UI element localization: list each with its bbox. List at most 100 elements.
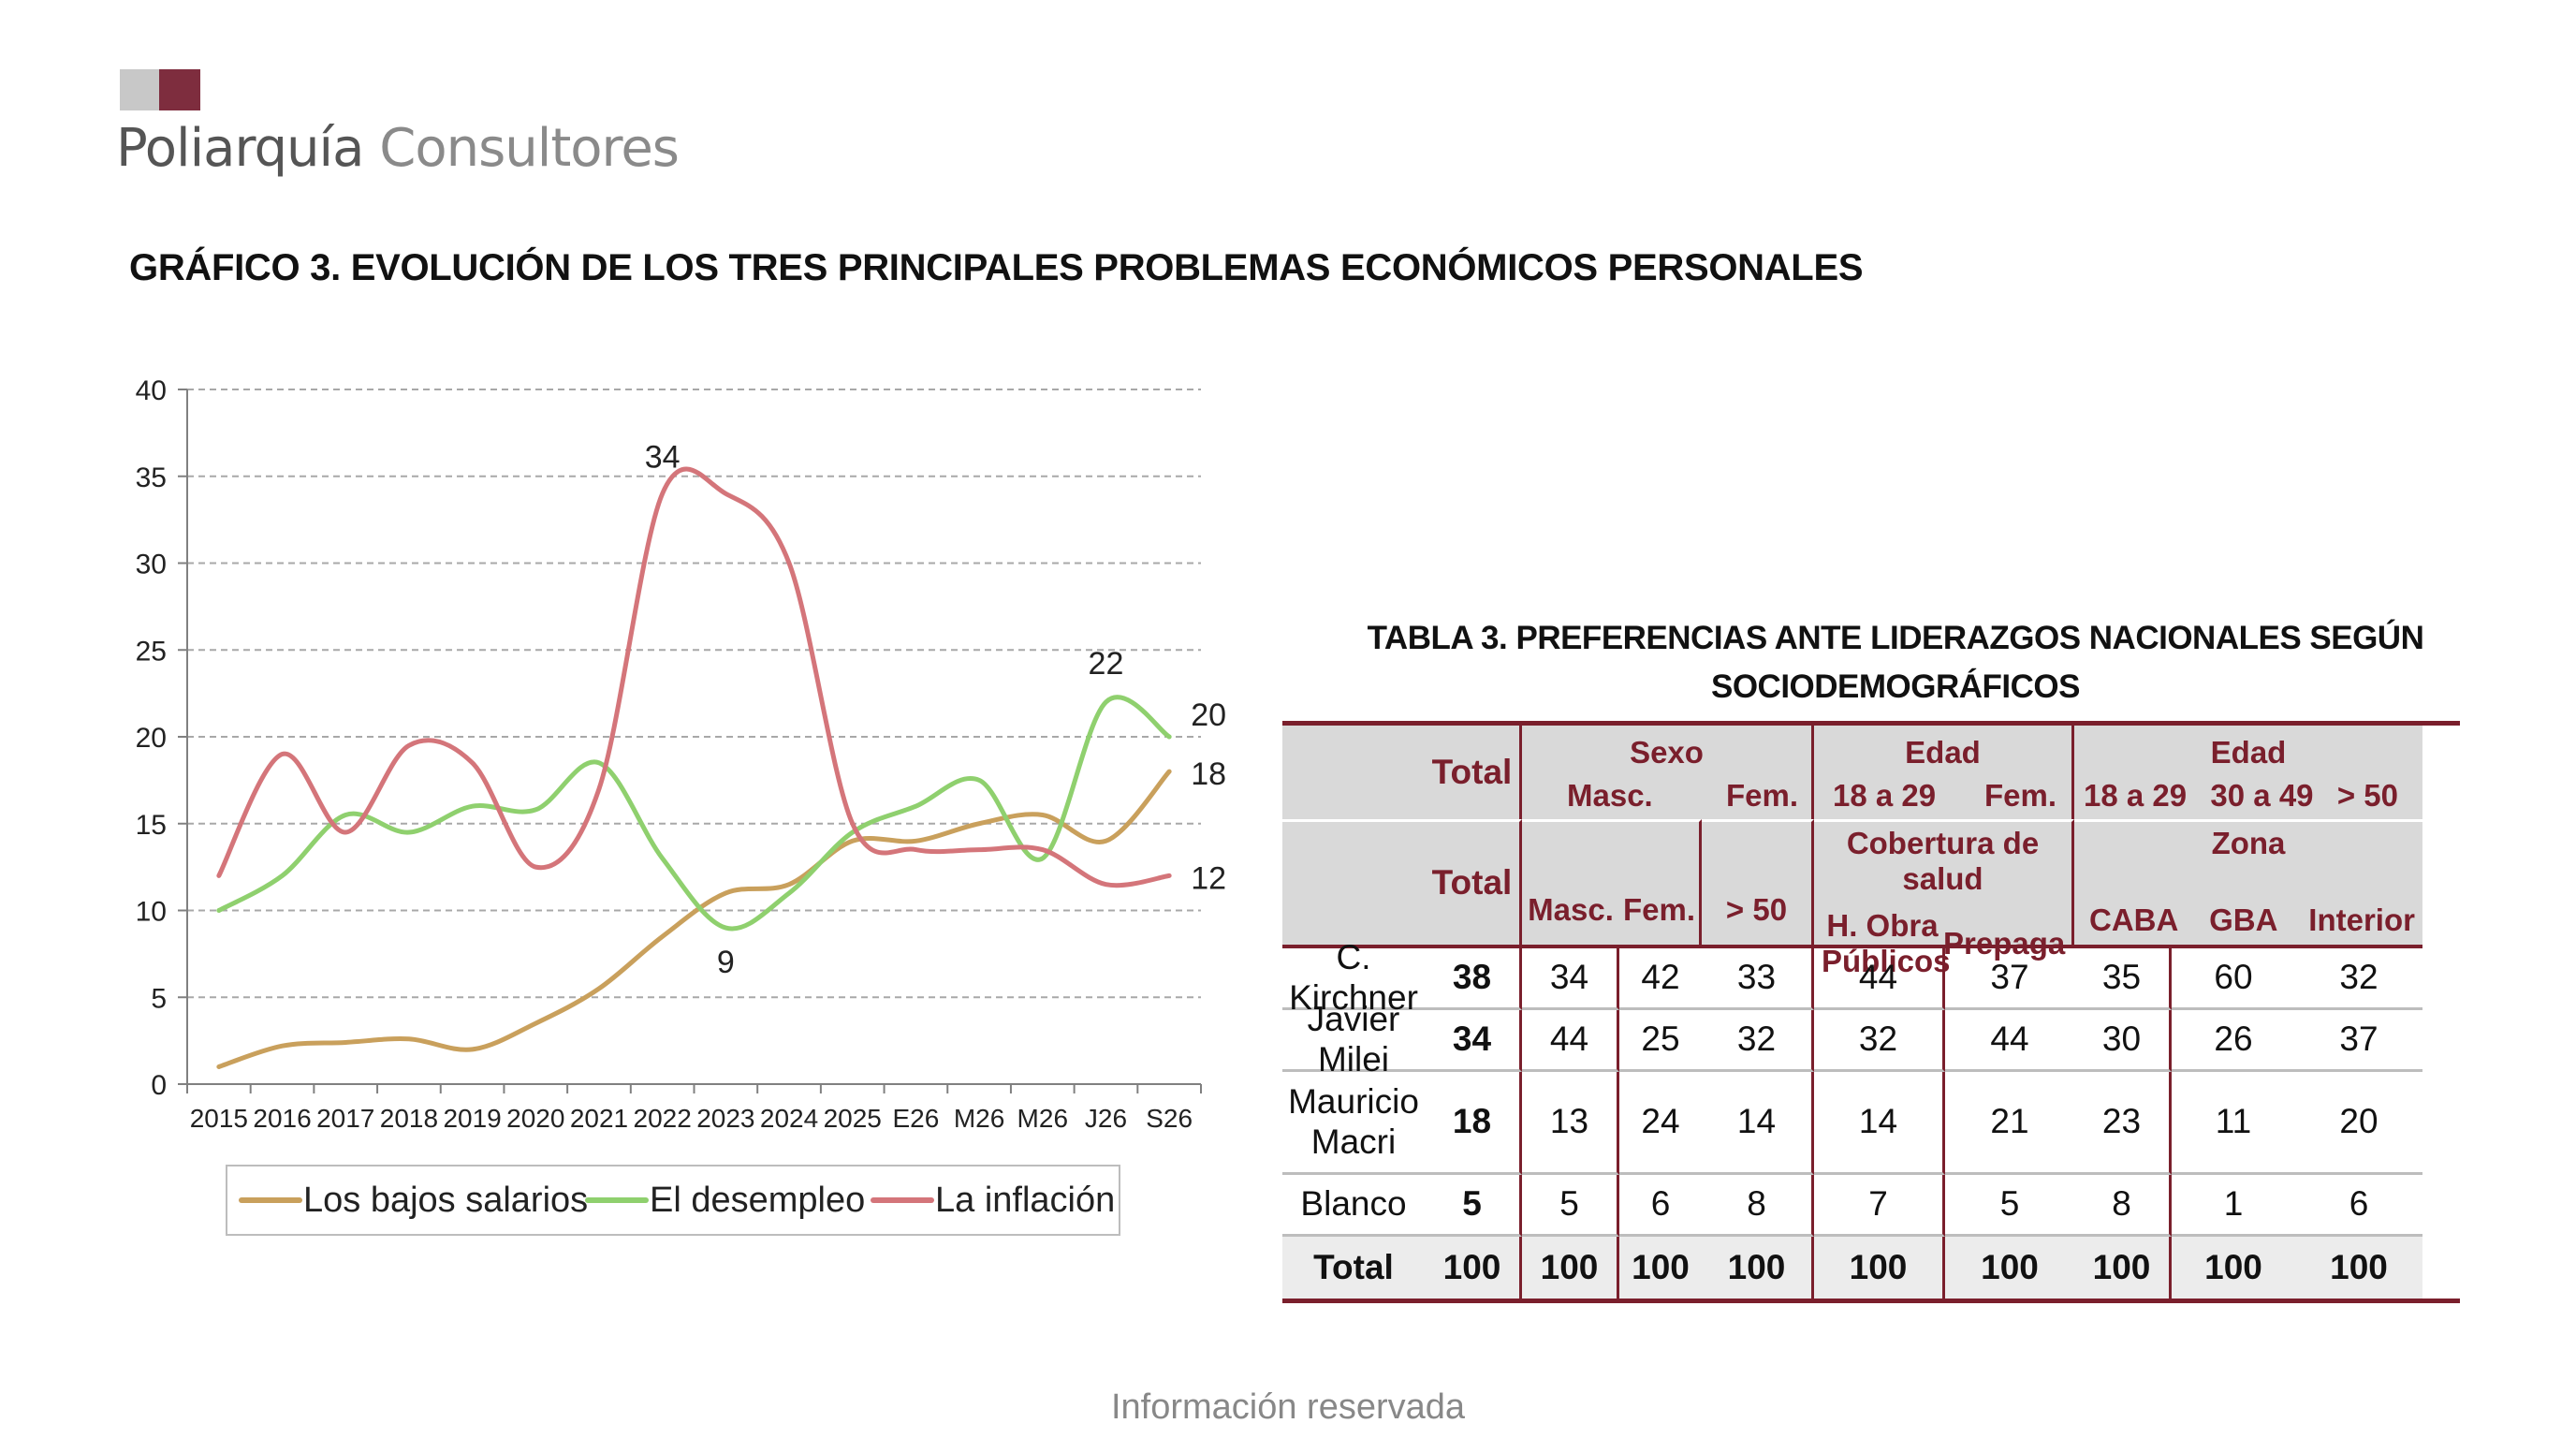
table-cell: 44 bbox=[1945, 1010, 2074, 1072]
y-tick-label: 20 bbox=[136, 723, 167, 754]
header-interior: Interior bbox=[2308, 902, 2415, 937]
x-tick-label: S26 bbox=[1146, 1104, 1193, 1133]
row-label: Javier Milei bbox=[1282, 1000, 1425, 1078]
header-age-50-plus: > 50 bbox=[2336, 777, 2398, 813]
header-total-2: Total bbox=[1425, 819, 1522, 948]
table-cell: 44 bbox=[1814, 948, 1945, 1010]
x-tick-label: 2024 bbox=[760, 1104, 818, 1133]
header-corner-2 bbox=[1282, 819, 1425, 948]
legend-label: Los bajos salarios bbox=[303, 1181, 588, 1220]
table-cell: 100 bbox=[1522, 1237, 1619, 1299]
header-masc-2: Masc. bbox=[1522, 819, 1619, 948]
x-tick-label: M26 bbox=[1017, 1104, 1068, 1133]
table-cell: 35 bbox=[2074, 948, 2172, 1010]
y-tick-label: 15 bbox=[136, 810, 167, 841]
logo-maroon-square bbox=[159, 69, 200, 110]
table-cell: 100 bbox=[1945, 1237, 2074, 1299]
x-tick-label: 2016 bbox=[253, 1104, 311, 1133]
header-fem-2: Fem. bbox=[1619, 819, 1702, 948]
row-label: Total bbox=[1282, 1237, 1425, 1299]
table-cell: 32 bbox=[1702, 1010, 1814, 1072]
x-tick-label: 2025 bbox=[824, 1104, 882, 1133]
table-cell: 14 bbox=[1814, 1072, 1945, 1175]
data-label: 34 bbox=[645, 439, 681, 475]
table-cell: 100 bbox=[2074, 1237, 2172, 1299]
x-tick-label: J26 bbox=[1085, 1104, 1127, 1133]
table-cell: 20 bbox=[2295, 1072, 2422, 1175]
header-fem-1: Fem. bbox=[1725, 777, 1798, 813]
data-label: 22 bbox=[1089, 646, 1124, 682]
y-tick-label: 25 bbox=[136, 636, 167, 667]
table-cell: 100 bbox=[2295, 1237, 2422, 1299]
table-cell: 30 bbox=[2074, 1010, 2172, 1072]
x-tick-label: E26 bbox=[892, 1104, 939, 1133]
table-title: TABLA 3. PREFERENCIAS ANTE LIDERAZGOS NA… bbox=[1282, 614, 2509, 712]
header-prepaga: Prepaga bbox=[1943, 925, 2066, 961]
preferences-table: Total Sexo Masc. Fem. Edad 18 a 29 Fem. … bbox=[1282, 721, 2460, 1303]
y-tick-label: 30 bbox=[136, 550, 167, 580]
table-cell: 60 bbox=[2172, 948, 2295, 1010]
x-tick-label: 2019 bbox=[443, 1104, 501, 1133]
table-cell: 38 bbox=[1425, 948, 1522, 1010]
footer-note: Información reservada bbox=[1110, 1387, 1466, 1427]
x-tick-label: 2018 bbox=[380, 1104, 438, 1133]
legend-label: La inflación bbox=[935, 1181, 1115, 1220]
header-obra-publicos: H. Obra Públicos bbox=[1822, 907, 1951, 978]
x-tick-label: 2015 bbox=[190, 1104, 248, 1133]
header-masc-1: Masc. bbox=[1567, 777, 1653, 813]
header-gba: GBA bbox=[2209, 902, 2278, 937]
table-cell: 26 bbox=[2172, 1010, 2295, 1072]
header-edad2-group: Edad 18 a 29 30 a 49 > 50 bbox=[2074, 726, 2422, 819]
table-cell: 1 bbox=[2172, 1175, 2295, 1237]
x-tick-label: 2017 bbox=[316, 1104, 374, 1133]
table-cell: 7 bbox=[1814, 1175, 1945, 1237]
table-cell: 11 bbox=[2172, 1072, 2295, 1175]
table-cell: 100 bbox=[1425, 1237, 1522, 1299]
header-age-30-49: 30 a 49 bbox=[2210, 777, 2314, 813]
table-cell: 100 bbox=[2172, 1237, 2295, 1299]
header-age-18-29: 18 a 29 bbox=[2084, 777, 2188, 813]
brand-name: Poliarquía Consultores bbox=[116, 118, 680, 179]
y-tick-label: 5 bbox=[151, 983, 167, 1014]
header-corner-1 bbox=[1282, 726, 1425, 819]
table-cell: 25 bbox=[1619, 1010, 1702, 1072]
data-label: 9 bbox=[717, 945, 735, 980]
table-cell: 24 bbox=[1619, 1072, 1702, 1175]
table-title-line1: TABLA 3. PREFERENCIAS ANTE LIDERAZGOS NA… bbox=[1367, 620, 2424, 656]
table-cell: 32 bbox=[1814, 1010, 1945, 1072]
legend-box bbox=[226, 1165, 1120, 1236]
x-tick-label: 2021 bbox=[570, 1104, 628, 1133]
header-fem-edad: Fem. bbox=[1983, 777, 2056, 813]
header-cobertura-group: Cobertura de salud H. Obra Públicos Prep… bbox=[1814, 819, 2074, 978]
table-cell: 44 bbox=[1522, 1010, 1619, 1072]
header-edad-1: Edad bbox=[1905, 735, 1981, 770]
chart-title: GRÁFICO 3. EVOLUCIÓN DE LOS TRES PRINCIP… bbox=[129, 247, 1864, 288]
table-cell: 6 bbox=[2295, 1175, 2422, 1237]
y-tick-label: 0 bbox=[151, 1070, 167, 1101]
data-label: 18 bbox=[1191, 756, 1226, 792]
header-sexo-group: Sexo Masc. Fem. bbox=[1522, 726, 1814, 819]
y-tick-label: 40 bbox=[136, 375, 167, 406]
x-tick-label: 2020 bbox=[506, 1104, 564, 1133]
table-cell: 5 bbox=[1522, 1175, 1619, 1237]
header-caba: CABA bbox=[2089, 902, 2179, 937]
series-line-2 bbox=[216, 466, 1172, 888]
table-cell: 34 bbox=[1522, 948, 1619, 1010]
table-cell: 13 bbox=[1522, 1072, 1619, 1175]
header-zona-group: Zona CABA GBA Interior bbox=[2074, 819, 2422, 948]
legend-label: El desempleo bbox=[650, 1181, 865, 1220]
y-tick-label: 10 bbox=[136, 897, 167, 928]
table-cell: 21 bbox=[1945, 1072, 2074, 1175]
header-total-1: Total bbox=[1425, 726, 1522, 819]
brand-name-part1: Poliarquía bbox=[116, 118, 364, 179]
brand-name-part2: Consultores bbox=[379, 118, 680, 179]
table-cell: 33 bbox=[1702, 948, 1814, 1010]
table-cell: 18 bbox=[1425, 1072, 1522, 1175]
header-over-50: > 50 bbox=[1702, 819, 1814, 948]
x-tick-label: 2023 bbox=[696, 1104, 754, 1133]
table-cell: 37 bbox=[2295, 1010, 2422, 1072]
table-title-line2: SOCIODEMOGRÁFICOS bbox=[1710, 668, 2081, 705]
header-sexo: Sexo bbox=[1630, 735, 1704, 770]
table-cell: 23 bbox=[2074, 1072, 2172, 1175]
